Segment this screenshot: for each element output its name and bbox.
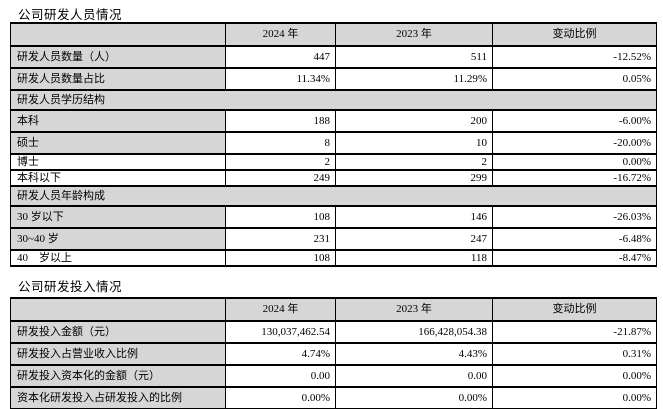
rd-investment-table-body: 研发投入金额（元） 130,037,462.54 166,428,054.38 -21…	[10, 320, 657, 409]
value-cell-2024: 231	[225, 227, 336, 251]
table-row: 研发投入金额（元） 130,037,462.54 166,428,054.38 -21…	[10, 320, 657, 344]
section-title-rd-investment: 公司研发投入情况	[18, 280, 123, 294]
change-ratio-cell: 0.00%	[492, 386, 657, 409]
value-cell-2024: 188	[225, 109, 336, 133]
rd-personnel-table: 2024 年 2023 年变动比例 研发人员数量（人） 447 511 -12.52% 研…	[10, 22, 657, 267]
table-row: 30~40 岁 231 247 -6.48%	[10, 227, 657, 251]
change-ratio-cell: -8.47%	[492, 249, 657, 267]
rd-personnel-table-body: 研发人员数量（人） 447 511 -12.52% 研发人员数量占比 11.34% 11.2…	[10, 45, 657, 267]
section-span-row: 研发人员年龄构成	[10, 185, 657, 207]
header-cell: 2023 年	[335, 297, 493, 322]
value-cell-2024: 4.74%	[225, 342, 336, 366]
table-row: 研发人员数量占比 11.34% 11.29% 0.05%	[10, 67, 657, 91]
value-cell-2024: 11.34%	[225, 67, 336, 91]
value-cell-2023: 299	[335, 169, 493, 187]
section-title-rd-personnel: 公司研发人员情况	[18, 8, 123, 22]
change-ratio-cell: -6.48%	[492, 227, 657, 251]
value-cell-2023: 11.29%	[335, 67, 493, 91]
value-cell-2024: 8	[225, 131, 336, 155]
header-cell: 变动比例	[492, 22, 657, 47]
table-row: 30 岁以下 108 146 -26.03%	[10, 205, 657, 229]
row-label-cell: 研发投入占营业收入比例	[10, 342, 226, 366]
rd-investment-table-header: 2024 年 2023 年变动比例	[10, 297, 657, 322]
table-row: 本科以下 249 299 -16.72%	[10, 169, 657, 187]
rd-personnel-table-header: 2024 年 2023 年变动比例	[10, 22, 657, 47]
value-cell-2023: 247	[335, 227, 493, 251]
value-cell-2023: 0.00	[335, 364, 493, 388]
change-ratio-cell: 0.31%	[492, 342, 657, 366]
change-ratio-cell: -6.00%	[492, 109, 657, 133]
row-label-cell: 资本化研发投入占研发投入的比例	[10, 386, 226, 409]
table-row: 本科 188 200 -6.00%	[10, 109, 657, 133]
change-ratio-cell: -26.03%	[492, 205, 657, 229]
row-label-cell: 硕士	[10, 131, 226, 155]
change-ratio-cell: 0.00%	[492, 153, 657, 171]
value-cell-2024: 447	[225, 45, 336, 69]
row-label-cell: 研发人员数量占比	[10, 67, 226, 91]
header-cell: 2023 年	[335, 22, 493, 47]
value-cell-2024: 0.00	[225, 364, 336, 388]
value-cell-2023: 4.43%	[335, 342, 493, 366]
change-ratio-cell: -21.87%	[492, 320, 657, 344]
table-row: 40 岁以上 108 118 -8.47%	[10, 249, 657, 267]
header-cell: 变动比例	[492, 297, 657, 322]
header-cell: 2024 年	[225, 22, 336, 47]
section-span-row: 研发人员学历结构	[10, 89, 657, 111]
change-ratio-cell: 0.00%	[492, 364, 657, 388]
header-cell-empty	[10, 22, 226, 47]
value-cell-2023: 10	[335, 131, 493, 155]
value-cell-2023: 0.00%	[335, 386, 493, 409]
row-label-cell: 博士	[10, 153, 226, 171]
change-ratio-cell: -16.72%	[492, 169, 657, 187]
row-label-cell: 研发人员数量（人）	[10, 45, 226, 69]
row-label-cell: 40 岁以上	[10, 249, 226, 267]
rd-investment-table: 2024 年 2023 年变动比例 研发投入金额（元） 130,037,462.54…	[10, 297, 657, 409]
section-span-label: 研发人员学历结构	[10, 89, 657, 111]
table-row: 博士 2 2 0.00%	[10, 153, 657, 171]
value-cell-2023: 166,428,054.38	[335, 320, 493, 344]
row-label-cell: 研发投入金额（元）	[10, 320, 226, 344]
header-cell-empty	[10, 297, 226, 322]
value-cell-2024: 130,037,462.54	[225, 320, 336, 344]
table-row: 硕士 8 10 -20.00%	[10, 131, 657, 155]
table-row: 研发投入资本化的金额（元） 0.00 0.00 0.00%	[10, 364, 657, 388]
row-label-cell: 研发投入资本化的金额（元）	[10, 364, 226, 388]
table-header-row: 2024 年 2023 年变动比例	[10, 297, 657, 322]
table-row: 研发人员数量（人） 447 511 -12.52%	[10, 45, 657, 69]
value-cell-2024: 108	[225, 205, 336, 229]
change-ratio-cell: -12.52%	[492, 45, 657, 69]
value-cell-2024: 108	[225, 249, 336, 267]
value-cell-2023: 146	[335, 205, 493, 229]
section-span-label: 研发人员年龄构成	[10, 185, 657, 207]
header-cell: 2024 年	[225, 297, 336, 322]
value-cell-2024: 2	[225, 153, 336, 171]
value-cell-2023: 511	[335, 45, 493, 69]
change-ratio-cell: 0.05%	[492, 67, 657, 91]
row-label-cell: 30~40 岁	[10, 227, 226, 251]
table-row: 资本化研发投入占研发投入的比例 0.00% 0.00% 0.00%	[10, 386, 657, 409]
change-ratio-cell: -20.00%	[492, 131, 657, 155]
row-label-cell: 本科	[10, 109, 226, 133]
table-row: 研发投入占营业收入比例 4.74% 4.43% 0.31%	[10, 342, 657, 366]
value-cell-2024: 0.00%	[225, 386, 336, 409]
value-cell-2023: 118	[335, 249, 493, 267]
table-header-row: 2024 年 2023 年变动比例	[10, 22, 657, 47]
value-cell-2023: 2	[335, 153, 493, 171]
row-label-cell: 本科以下	[10, 169, 226, 187]
row-label-cell: 30 岁以下	[10, 205, 226, 229]
value-cell-2023: 200	[335, 109, 493, 133]
value-cell-2024: 249	[225, 169, 336, 187]
